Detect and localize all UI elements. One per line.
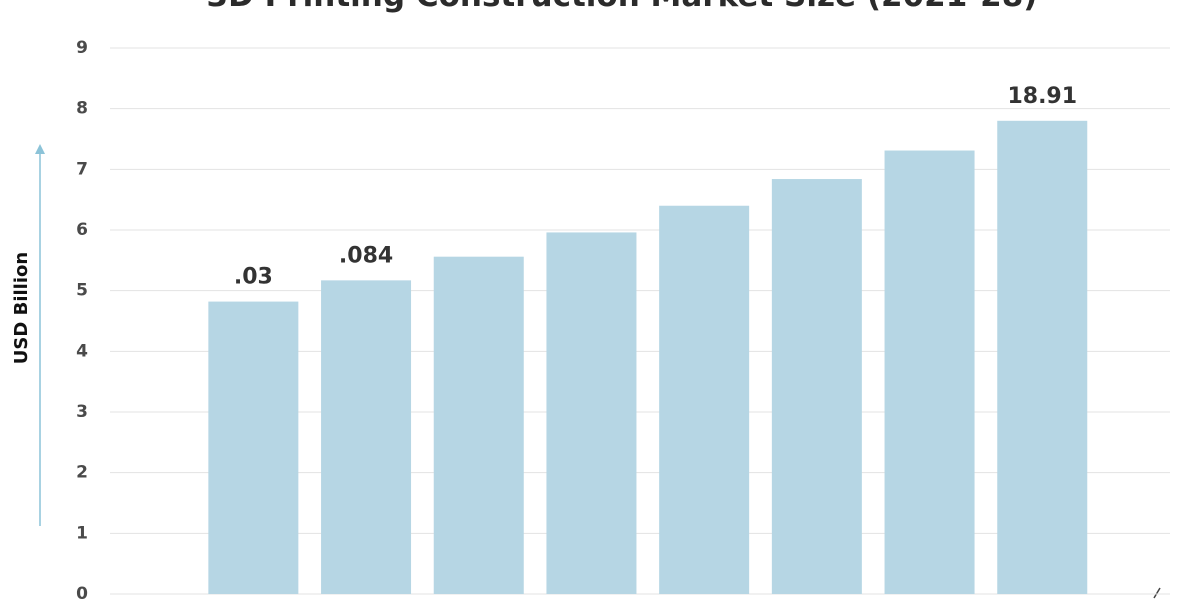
y-axis-label: USD Billion bbox=[11, 252, 32, 364]
y-axis-arrowhead bbox=[35, 144, 45, 154]
annotation: .03 bbox=[234, 265, 273, 290]
y-tick-label: 6 bbox=[76, 220, 88, 240]
y-tick-label: 5 bbox=[76, 281, 88, 301]
bar bbox=[433, 256, 524, 594]
y-tick-label: 1 bbox=[76, 523, 88, 543]
y-tick-label: 9 bbox=[76, 38, 88, 58]
annotation: 18.91 bbox=[1007, 84, 1077, 109]
bar bbox=[659, 205, 750, 594]
y-tick-label: 7 bbox=[76, 159, 88, 179]
y-tick-label: 4 bbox=[76, 341, 88, 361]
corner-mark bbox=[1153, 587, 1161, 599]
bar bbox=[997, 120, 1088, 595]
annotation: .084 bbox=[339, 243, 393, 268]
bar bbox=[884, 150, 975, 594]
y-tick-label: 0 bbox=[76, 584, 88, 600]
bar bbox=[208, 301, 299, 594]
y-tick-label: 8 bbox=[76, 99, 88, 119]
y-tick-label: 3 bbox=[76, 402, 88, 422]
y-tick-label: 2 bbox=[76, 463, 88, 483]
bar bbox=[546, 232, 637, 594]
chart-title: 3D Printing Construction Market Size (20… bbox=[207, 0, 1038, 14]
bar bbox=[771, 179, 862, 595]
bar bbox=[321, 280, 412, 594]
